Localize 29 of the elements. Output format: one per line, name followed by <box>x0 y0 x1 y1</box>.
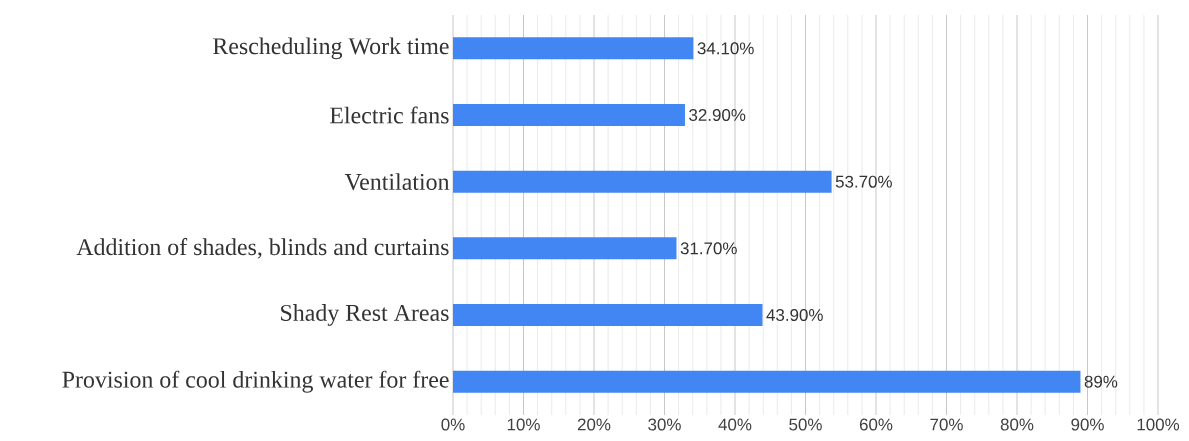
data-label: 34.10% <box>697 42 754 55</box>
y-tick-label: Rescheduling Work time <box>213 37 449 60</box>
x-tick-label: 50% <box>789 418 822 431</box>
y-tick-label: Ventilation <box>344 173 450 191</box>
x-tick-label: 100% <box>1137 418 1180 431</box>
x-tick-label: 80% <box>1000 418 1034 431</box>
y-tick-label: Electric fans <box>330 106 449 124</box>
bar <box>453 104 685 126</box>
data-label: 32.90% <box>689 109 746 121</box>
bar <box>453 370 1081 393</box>
x-tick-label: 90% <box>1071 418 1104 431</box>
x-tick-label: 60% <box>859 418 893 431</box>
data-label: 53.70% <box>835 175 892 188</box>
data-label: 31.70% <box>680 242 737 255</box>
bar <box>453 170 832 193</box>
x-tick-label: 20% <box>577 418 611 431</box>
bar <box>453 304 763 326</box>
x-tick-label: 10% <box>507 418 540 431</box>
x-tick-label: 40% <box>718 418 752 431</box>
x-tick-label: 30% <box>648 418 681 431</box>
bar <box>453 37 694 60</box>
y-tick-label: Shady Rest Areas <box>281 304 449 326</box>
y-tick-label: Addition of shades, blinds and curtains <box>76 238 449 259</box>
x-tick-label: 0% <box>441 418 465 431</box>
bar <box>453 237 677 260</box>
data-label: 89% <box>1084 375 1118 388</box>
x-tick-label: 70% <box>930 418 963 431</box>
y-tick-label: Provision of cool drinking water for free <box>62 370 449 393</box>
data-label: 43.90% <box>766 309 823 321</box>
